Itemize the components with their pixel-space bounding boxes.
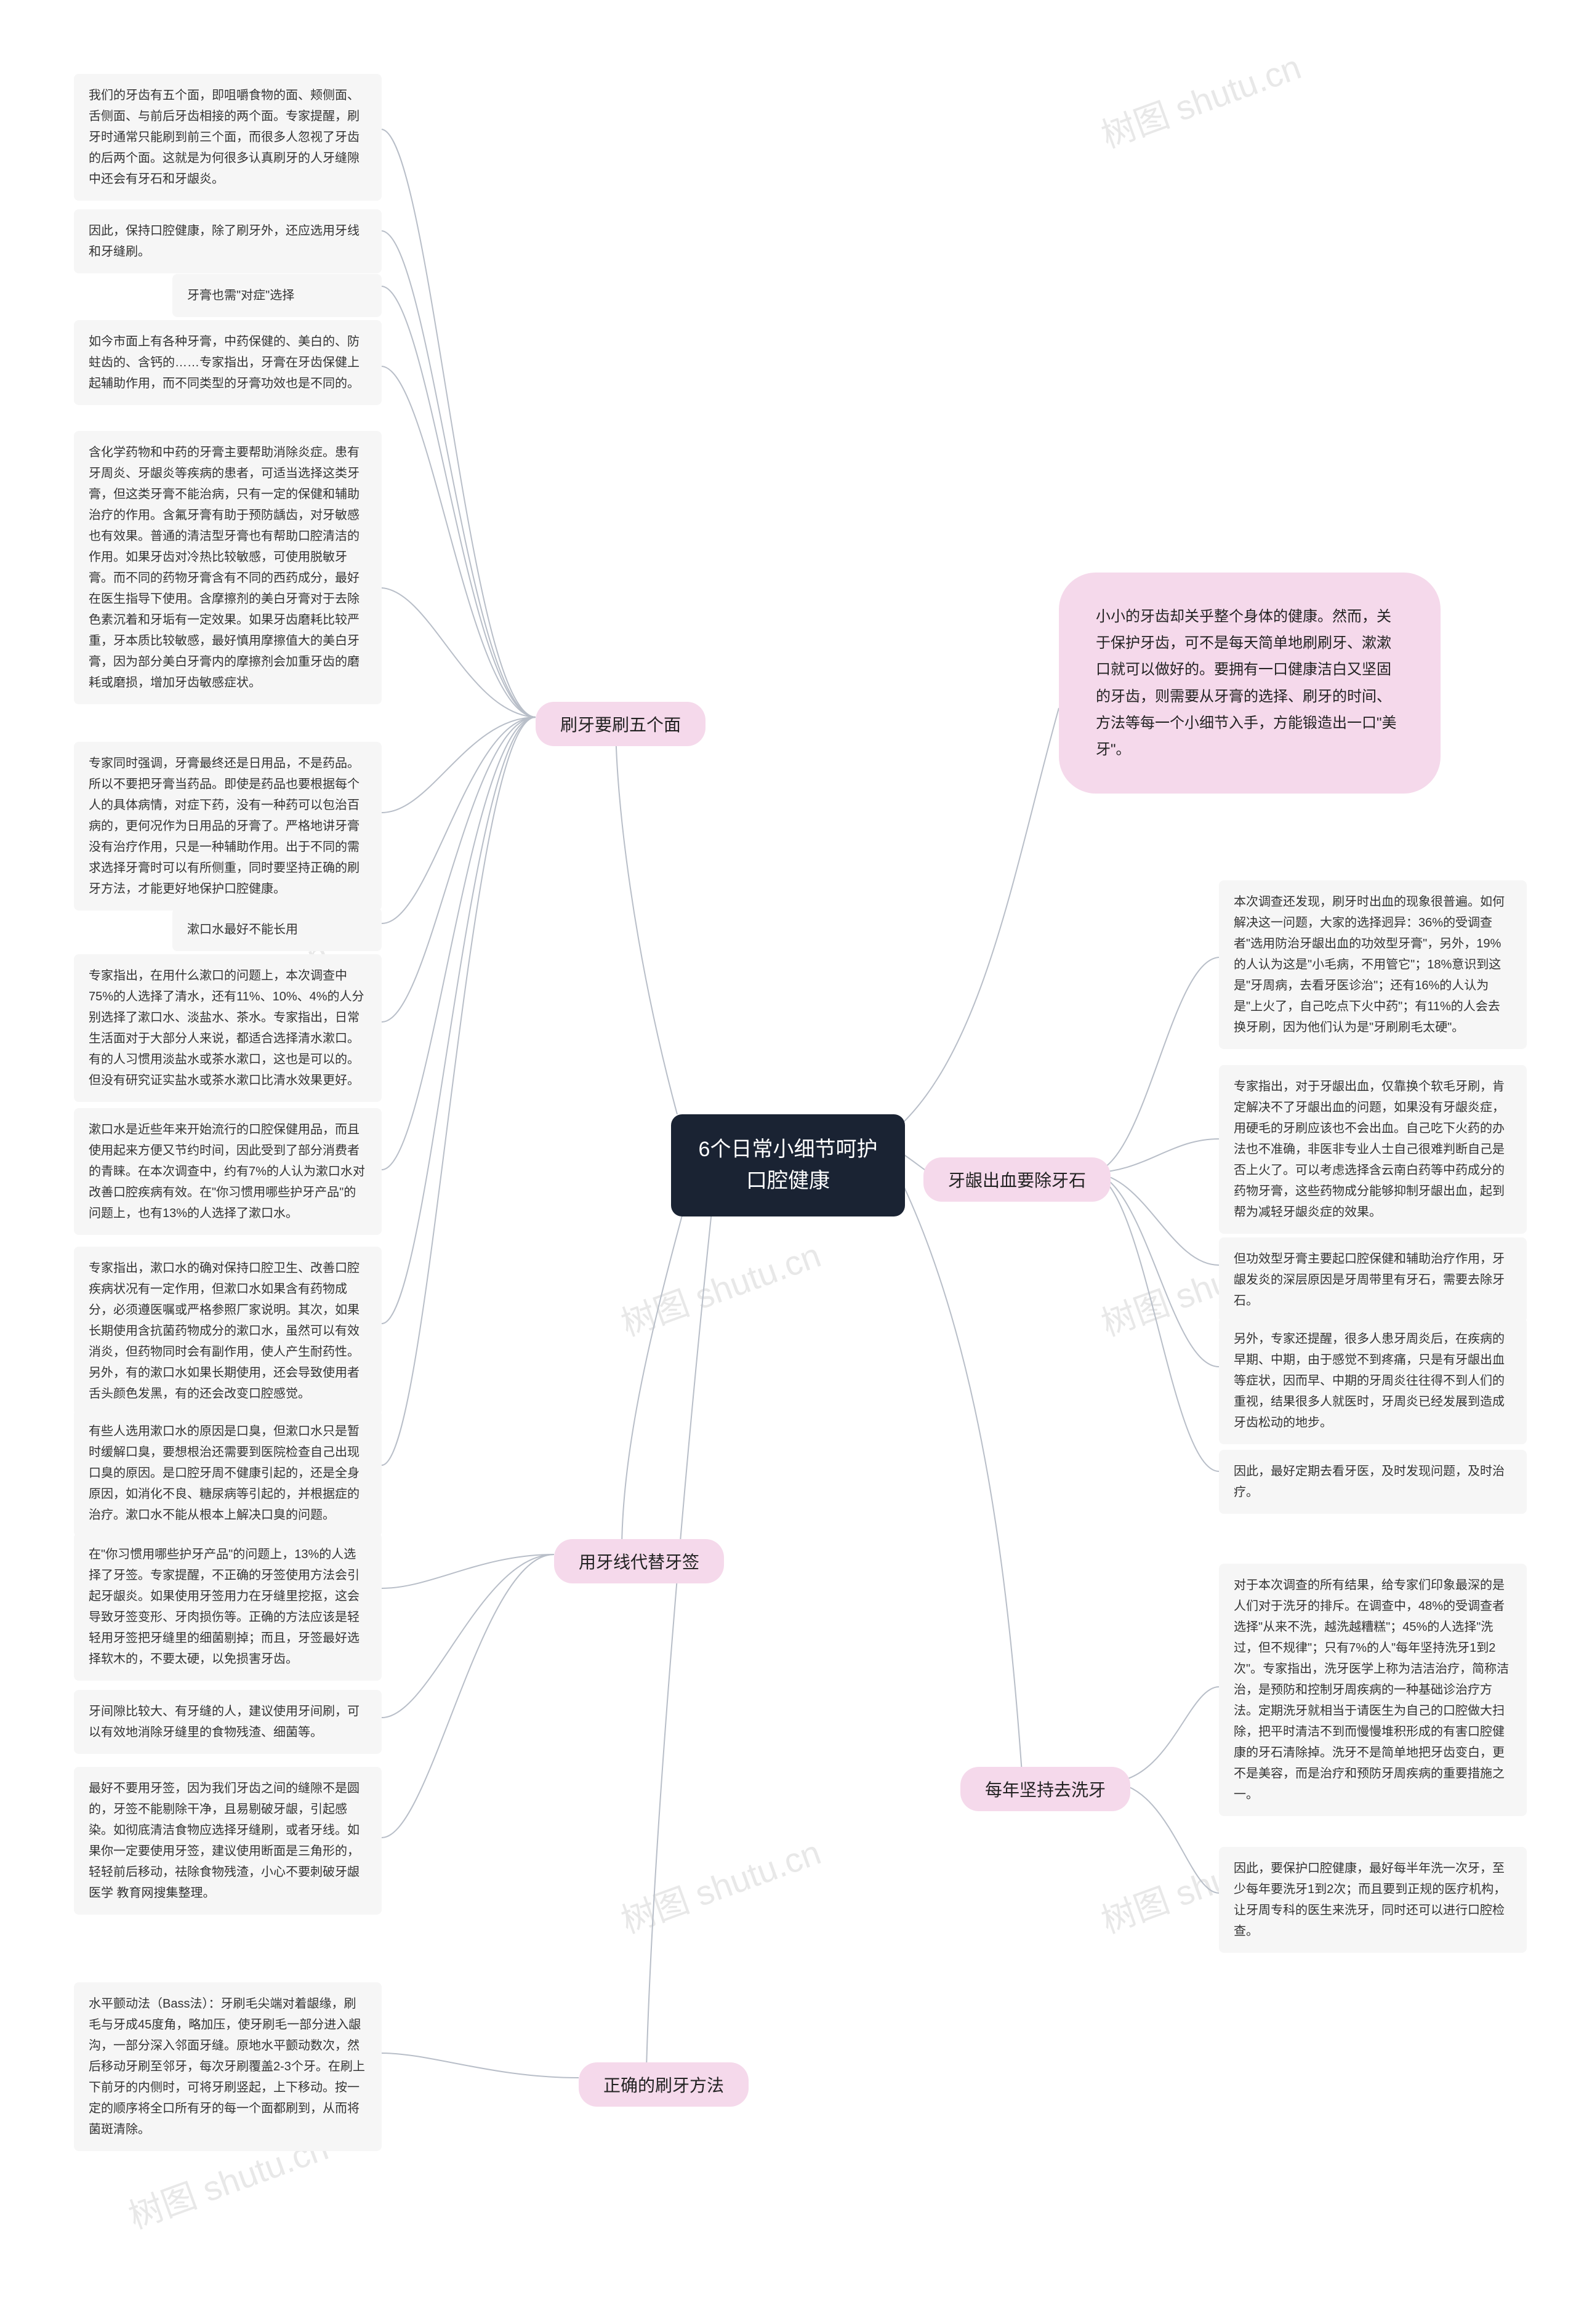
leaf-b1-4: 如今市面上有各种牙膏，中药保健的、美白的、防蛀齿的、含钙的……专家指出，牙膏在牙… xyxy=(74,320,382,405)
branch-correct-method: 正确的刷牙方法 xyxy=(579,2062,749,2107)
leaf-b2-1: 本次调查还发现，刷牙时出血的现象很普遍。如何解决这一问题，大家的选择迥异：36%… xyxy=(1219,880,1527,1049)
leaf-b2-4: 另外，专家还提醒，很多人患牙周炎后，在疾病的早期、中期，由于感觉不到疼痛，只是有… xyxy=(1219,1317,1527,1444)
leaf-b3-2: 牙间隙比较大、有牙缝的人，建议使用牙间刷，可以有效地消除牙缝里的食物残渣、细菌等… xyxy=(74,1690,382,1754)
leaf-b1-6: 专家同时强调，牙膏最终还是日用品，不是药品。所以不要把牙膏当药品。即使是药品也要… xyxy=(74,742,382,911)
leaf-b2-5: 因此，最好定期去看牙医，及时发现问题，及时治疗。 xyxy=(1219,1450,1527,1514)
leaf-b1-5: 含化学药物和中药的牙膏主要帮助消除炎症。患有牙周炎、牙龈炎等疾病的患者，可适当选… xyxy=(74,431,382,704)
leaf-b1-11: 有些人选用漱口水的原因是口臭，但漱口水只是暂时缓解口臭，要想根治还需要到医院检查… xyxy=(74,1410,382,1537)
leaf-b1-7: 漱口水最好不能长用 xyxy=(172,908,382,951)
intro-node: 小小的牙齿却关乎整个身体的健康。然而，关于保护牙齿，可不是每天简单地刷刷牙、漱漱… xyxy=(1059,573,1441,794)
branch-gum-bleeding: 牙龈出血要除牙石 xyxy=(923,1157,1111,1202)
leaf-b1-10: 专家指出，漱口水的确对保持口腔卫生、改善口腔疾病状况有一定作用，但漱口水如果含有… xyxy=(74,1247,382,1415)
leaf-b4-2: 因此，要保护口腔健康，最好每半年洗一次牙，至少每年要洗牙1到2次；而且要到正规的… xyxy=(1219,1847,1527,1953)
branch-brush-five-sides: 刷牙要刷五个面 xyxy=(536,702,706,746)
leaf-b1-9: 漱口水是近些年来开始流行的口腔保健用品，而且使用起来方便又节约时间，因此受到了部… xyxy=(74,1108,382,1235)
branch-yearly-clean: 每年坚持去洗牙 xyxy=(960,1767,1130,1811)
leaf-b2-3: 但功效型牙膏主要起口腔保健和辅助治疗作用，牙龈发炎的深层原因是牙周带里有牙石，需… xyxy=(1219,1237,1527,1322)
center-topic: 6个日常小细节呵护口腔健康 xyxy=(671,1114,905,1216)
leaf-b5-1: 水平颤动法（Bass法）：牙刷毛尖端对着龈缘，刷毛与牙成45度角，略加压，使牙刷… xyxy=(74,1982,382,2151)
leaf-b3-3: 最好不要用牙签，因为我们牙齿之间的缝隙不是圆的，牙签不能剔除干净，且易剔破牙龈，… xyxy=(74,1767,382,1915)
leaf-b1-1: 我们的牙齿有五个面，即咀嚼食物的面、颊侧面、舌侧面、与前后牙齿相接的两个面。专家… xyxy=(74,74,382,201)
leaf-b1-3: 牙膏也需"对症"选择 xyxy=(172,274,382,317)
branch-floss: 用牙线代替牙签 xyxy=(554,1539,724,1583)
leaf-b4-1: 对于本次调查的所有结果，给专家们印象最深的是人们对于洗牙的排斥。在调查中，48%… xyxy=(1219,1564,1527,1816)
leaf-b2-2: 专家指出，对于牙龈出血，仅靠换个软毛牙刷，肯定解决不了牙龈出血的问题，如果没有牙… xyxy=(1219,1065,1527,1234)
leaf-b3-1: 在"你习惯用哪些护牙产品"的问题上，13%的人选择了牙签。专家提醒，不正确的牙签… xyxy=(74,1533,382,1681)
leaf-b1-8: 专家指出，在用什么漱口的问题上，本次调查中75%的人选择了清水，还有11%、10… xyxy=(74,954,382,1102)
leaf-b1-2: 因此，保持口腔健康，除了刷牙外，还应选用牙线和牙缝刷。 xyxy=(74,209,382,273)
